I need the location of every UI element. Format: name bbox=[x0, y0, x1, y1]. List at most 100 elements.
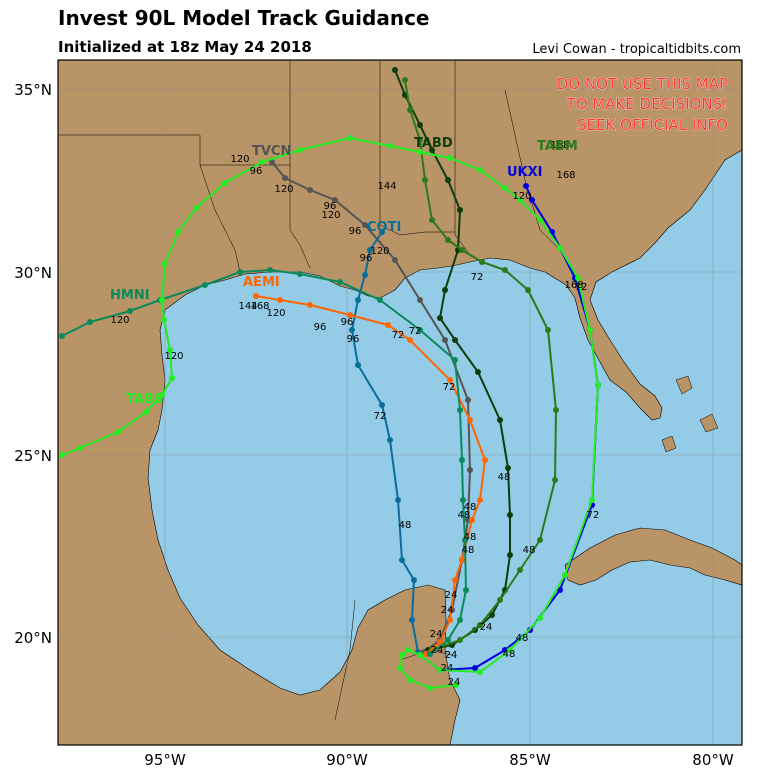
hour-label: 48 bbox=[516, 633, 529, 644]
hour-label: 120 bbox=[110, 315, 129, 326]
track-point-aemi bbox=[477, 497, 483, 503]
hour-label: 72 bbox=[392, 330, 405, 341]
track-point-tabs bbox=[427, 685, 433, 691]
track-point-hmni bbox=[297, 271, 303, 277]
track-point-hmni bbox=[457, 407, 463, 413]
track-point-tabs bbox=[169, 375, 175, 381]
lon-label-95: 95°W bbox=[144, 751, 186, 768]
graticule bbox=[58, 60, 742, 745]
track-point-tabd bbox=[457, 207, 463, 213]
track-point-tabs bbox=[517, 197, 523, 203]
track-point-tabs bbox=[167, 347, 173, 353]
track-point-aemi bbox=[467, 417, 473, 423]
track-point-aemi bbox=[253, 293, 259, 299]
track-point-tabs bbox=[161, 317, 167, 323]
track-point-tabs bbox=[537, 217, 543, 223]
track-point-tabd bbox=[445, 177, 451, 183]
model-label-ukxi: UKXI bbox=[507, 165, 543, 180]
track-point-tabs bbox=[595, 382, 601, 388]
hour-label: 168 bbox=[550, 140, 569, 151]
track-point-hmni bbox=[377, 297, 383, 303]
track-point-aemi bbox=[482, 457, 488, 463]
lat-label-35: 35°N bbox=[14, 81, 52, 99]
lat-label-20: 20°N bbox=[14, 629, 52, 647]
track-point-aemi bbox=[277, 297, 283, 303]
track-point-tabm bbox=[445, 237, 451, 243]
track-point-tabm bbox=[537, 537, 543, 543]
track-point-tabs bbox=[59, 452, 65, 458]
track-point-tvcn bbox=[465, 397, 471, 403]
track-point-hmni bbox=[267, 267, 273, 273]
hour-label: 144 bbox=[377, 181, 396, 192]
track-tabs bbox=[61, 136, 600, 690]
track-point-hmni bbox=[59, 333, 65, 339]
hour-label: 120 bbox=[274, 184, 293, 195]
track-point-tabm bbox=[457, 637, 463, 643]
hour-label: 168 bbox=[564, 280, 583, 291]
track-aemi bbox=[255, 295, 487, 655]
warning-line-1: DO NOT USE THIS MAP bbox=[557, 75, 728, 93]
track-point-tabd bbox=[497, 417, 503, 423]
state-borders bbox=[58, 60, 561, 721]
track-point-coti bbox=[355, 362, 361, 368]
track-point-tabs bbox=[477, 669, 483, 675]
track-point-aemi bbox=[385, 322, 391, 328]
map-frame bbox=[57, 59, 743, 746]
track-point-aemi bbox=[407, 337, 413, 343]
track-point-tabs bbox=[417, 652, 423, 658]
track-point-tabs bbox=[162, 261, 168, 267]
track-point-tvcn bbox=[392, 257, 398, 263]
track-point-tvcn bbox=[442, 337, 448, 343]
model-label-hmni: HMNI bbox=[110, 288, 150, 303]
track-point-tabd bbox=[429, 147, 435, 153]
track-point-tabs bbox=[575, 275, 581, 281]
track-point-tabm bbox=[402, 77, 408, 83]
track-point-tvcn bbox=[307, 187, 313, 193]
track-point-tabs bbox=[387, 143, 393, 149]
track-point-tabm bbox=[545, 327, 551, 333]
hour-label: 48 bbox=[462, 545, 475, 556]
lon-label-85: 85°W bbox=[509, 751, 551, 768]
hour-label: 96 bbox=[250, 166, 263, 177]
hour-label: 120 bbox=[230, 154, 249, 165]
track-point-tvcn bbox=[269, 159, 275, 165]
lat-label-25: 25°N bbox=[14, 447, 52, 465]
track-point-aemi bbox=[347, 312, 353, 318]
track-point-tabm bbox=[422, 177, 428, 183]
hour-label: 96 bbox=[314, 322, 327, 333]
hour-label: 120 bbox=[164, 351, 183, 362]
model-label-tvcn: TVCN bbox=[252, 144, 291, 159]
track-point-tabm bbox=[407, 107, 413, 113]
track-point-tabd bbox=[475, 369, 481, 375]
map-subtitle: Initialized at 18z May 24 2018 bbox=[58, 38, 312, 56]
track-point-tabs bbox=[537, 615, 543, 621]
hour-label: 24 bbox=[445, 650, 458, 661]
track-point-hmni bbox=[460, 497, 466, 503]
hour-label: 96 bbox=[341, 317, 354, 328]
track-point-hmni bbox=[237, 269, 243, 275]
track-point-tabd bbox=[392, 67, 398, 73]
track-point-tabd bbox=[452, 337, 458, 343]
forecast-hour-labels: 2424242424242424484848484848484848727272… bbox=[110, 140, 599, 688]
track-point-tabs bbox=[405, 647, 411, 653]
track-point-tabs bbox=[193, 205, 199, 211]
track-point-tabm bbox=[552, 477, 558, 483]
hour-label: 96 bbox=[360, 253, 373, 264]
hour-label: 48 bbox=[458, 510, 471, 521]
track-point-coti bbox=[395, 497, 401, 503]
model-tracks bbox=[59, 67, 601, 691]
track-point-tabd bbox=[437, 315, 443, 321]
track-point-tabs bbox=[562, 572, 568, 578]
track-point-tabm bbox=[479, 259, 485, 265]
land-bahamas bbox=[661, 375, 719, 453]
track-point-tabm bbox=[553, 407, 559, 413]
hour-label: 120 bbox=[370, 246, 389, 257]
lon-label-80: 80°W bbox=[692, 751, 734, 768]
hour-label: 96 bbox=[347, 334, 360, 345]
track-point-tabs bbox=[507, 647, 513, 653]
track-point-aemi bbox=[469, 517, 475, 523]
model-label-tabs: TABS bbox=[126, 392, 163, 407]
track-point-ukxi bbox=[529, 197, 535, 203]
track-point-aemi bbox=[447, 377, 453, 383]
track-point-ukxi bbox=[523, 183, 529, 189]
